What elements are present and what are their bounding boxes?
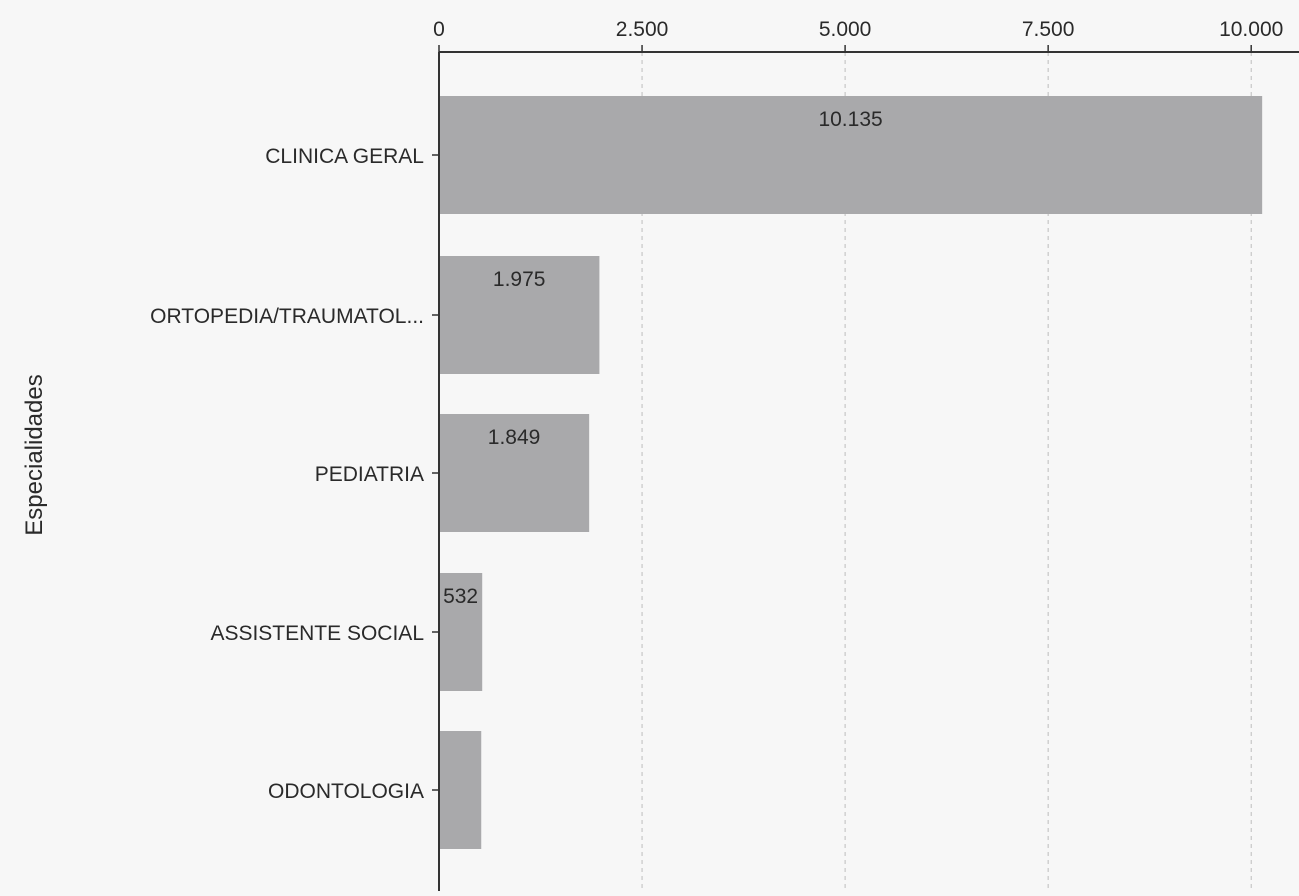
bar-1 xyxy=(440,256,600,374)
category-label-0: CLINICA GERAL xyxy=(265,145,424,168)
bar-4 xyxy=(440,731,482,849)
data-label-1: 1.975 xyxy=(493,268,546,291)
y-axis-title: Especialidades xyxy=(21,374,48,535)
data-label-3: 532 xyxy=(443,585,478,608)
x-tick-label-2: 5.000 xyxy=(819,18,872,41)
data-label-0: 10.135 xyxy=(818,108,882,131)
category-label-2: PEDIATRIA xyxy=(315,463,424,486)
data-label-2: 1.849 xyxy=(488,426,541,449)
x-tick-label-0: 0 xyxy=(433,18,445,41)
bar-3 xyxy=(440,573,483,691)
category-label-1: ORTOPEDIA/TRAUMATOL... xyxy=(150,305,424,328)
x-tick-label-3: 7.500 xyxy=(1022,18,1075,41)
bar-0 xyxy=(440,96,1263,214)
x-tick-label-1: 2.500 xyxy=(616,18,669,41)
category-label-3: ASSISTENTE SOCIAL xyxy=(210,622,424,645)
bar-2 xyxy=(440,414,590,532)
x-tick-label-4: 10.000 xyxy=(1219,18,1283,41)
category-label-4: ODONTOLOGIA xyxy=(268,780,424,803)
